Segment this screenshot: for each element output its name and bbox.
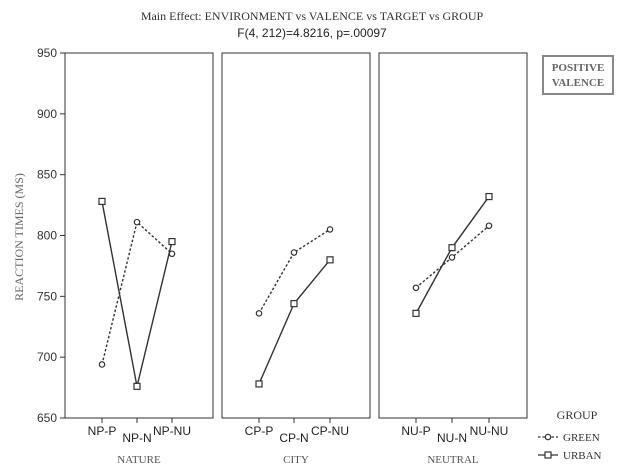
series-line-green (258, 228, 331, 314)
annotation-box (542, 55, 614, 95)
data-point-urban (485, 192, 493, 201)
y-tick-label: 900 (37, 107, 57, 121)
valence-annotation: POSITIVE VALENCE (542, 55, 614, 95)
data-point-urban (412, 309, 420, 317)
data-point-green (255, 310, 263, 317)
data-point-urban (326, 256, 334, 264)
data-point-urban (255, 380, 263, 388)
y-tick-label: 650 (37, 411, 57, 425)
panel-nature: NP-P NP-N NP-NU NATURE (64, 52, 214, 466)
data-point-urban (168, 237, 176, 246)
data-point-green (448, 254, 456, 261)
chart-title: Main Effect: ENVIRONMENT vs VALENCE vs T… (141, 9, 484, 23)
data-point-urban (448, 244, 456, 252)
data-point-urban (133, 382, 141, 390)
data-point-green (133, 218, 141, 226)
data-point-green (290, 249, 298, 256)
legend-marker-urban (544, 451, 552, 459)
data-point-green (326, 226, 334, 233)
x-tick-label: CP-P (245, 424, 274, 438)
x-tick-label: NP-NU (153, 424, 191, 438)
y-tick-label: 850 (37, 168, 57, 182)
panels: NP-P NP-N NP-NU NATURE CP-P CP-N CP-NU CITY NU-P… (64, 52, 528, 466)
panel-frame (378, 52, 528, 419)
legend-marker-green (544, 433, 552, 441)
legend: GROUP GREEN URBAN (538, 408, 602, 462)
data-point-urban (290, 300, 298, 308)
x-tick-label: NP-N (122, 431, 151, 445)
y-tick-label: 700 (37, 350, 57, 364)
x-tick-label: NU-N (437, 431, 467, 445)
x-tick-label: NU-NU (470, 424, 509, 438)
panel-label: NATURE (117, 454, 161, 466)
panel-label: NEUTRAL (427, 454, 479, 466)
panel-frame (64, 52, 214, 419)
annotation-line-2: VALENCE (552, 77, 604, 89)
y-tick-label: 750 (37, 289, 57, 303)
panel-neutral: NU-P NU-N NU-NU NEUTRAL (378, 52, 528, 466)
x-tick-label: CP-N (279, 431, 308, 445)
x-tick-label: NU-P (401, 424, 430, 438)
y-tick-label: 950 (37, 46, 57, 60)
chart-subtitle: F(4, 212)=4.8216, p=.00097 (237, 26, 387, 40)
panel-city: CP-P CP-N CP-NU CITY (221, 52, 371, 466)
x-tick-label: CP-NU (311, 424, 349, 438)
data-point-green (98, 361, 106, 368)
series-line-urban (258, 259, 331, 385)
data-point-urban (98, 197, 106, 206)
y-axis: 650 700 750 800 850 900 950 (37, 46, 65, 425)
panel-label: CITY (283, 454, 309, 466)
series-line-green (101, 220, 173, 365)
annotation-line-1: POSITIVE (552, 62, 605, 74)
y-tick-label: 800 (37, 229, 57, 243)
y-axis-label: REACTION TIMES (MS) (12, 173, 26, 301)
data-point-green (412, 284, 420, 292)
legend-label-urban: URBAN (563, 450, 602, 462)
legend-title: GROUP (557, 408, 598, 422)
legend-label-green: GREEN (563, 432, 600, 444)
data-point-green (485, 222, 493, 230)
x-tick-label: NP-P (88, 424, 117, 438)
panel-frame (221, 52, 371, 419)
series-line-urban (101, 201, 173, 387)
